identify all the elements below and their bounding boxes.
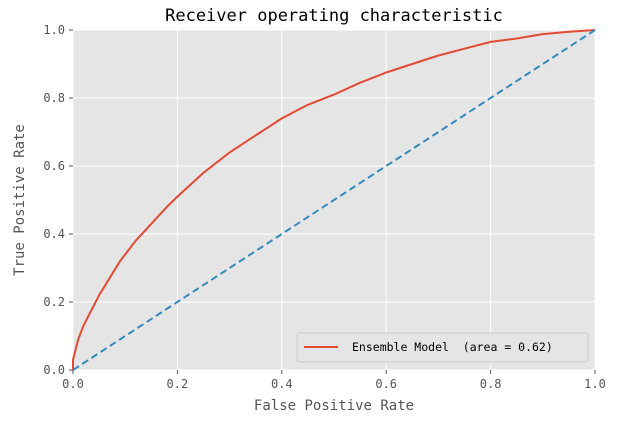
x-tick-label: 0.2 <box>167 377 189 391</box>
y-tick-label: 0.6 <box>43 159 65 173</box>
x-tick-label: 0.4 <box>271 377 293 391</box>
axis-ticks: 0.0 0.2 0.4 0.6 0.8 1.0 0.0 0.2 0.4 0.6 0.8 1.0 <box>43 23 606 391</box>
x-tick-label: 1.0 <box>584 377 606 391</box>
chance-diagonal-line <box>72 29 596 371</box>
roc-curve-line <box>72 29 596 370</box>
legend-label: Ensemble Model (area = 0.62) <box>352 340 553 354</box>
y-tick-label: 1.0 <box>43 23 65 37</box>
x-tick-label: 0.0 <box>62 377 84 391</box>
x-tick-label: 0.8 <box>480 377 502 391</box>
chart-title: Receiver operating characteristic <box>165 6 503 26</box>
x-axis-title: False Positive Rate <box>254 398 414 414</box>
grid <box>72 29 596 371</box>
legend-box <box>296 332 589 363</box>
y-tick-label: 0.2 <box>43 295 65 309</box>
y-axis-title: True Positive Rate <box>12 124 28 276</box>
legend: Ensemble Model (area = 0.62) <box>296 332 589 363</box>
x-tick-label: 0.6 <box>375 377 397 391</box>
y-tick-label: 0.4 <box>43 227 65 241</box>
y-tick-label: 0.8 <box>43 91 65 105</box>
y-tick-label: 0.0 <box>43 363 65 377</box>
series <box>72 29 596 371</box>
